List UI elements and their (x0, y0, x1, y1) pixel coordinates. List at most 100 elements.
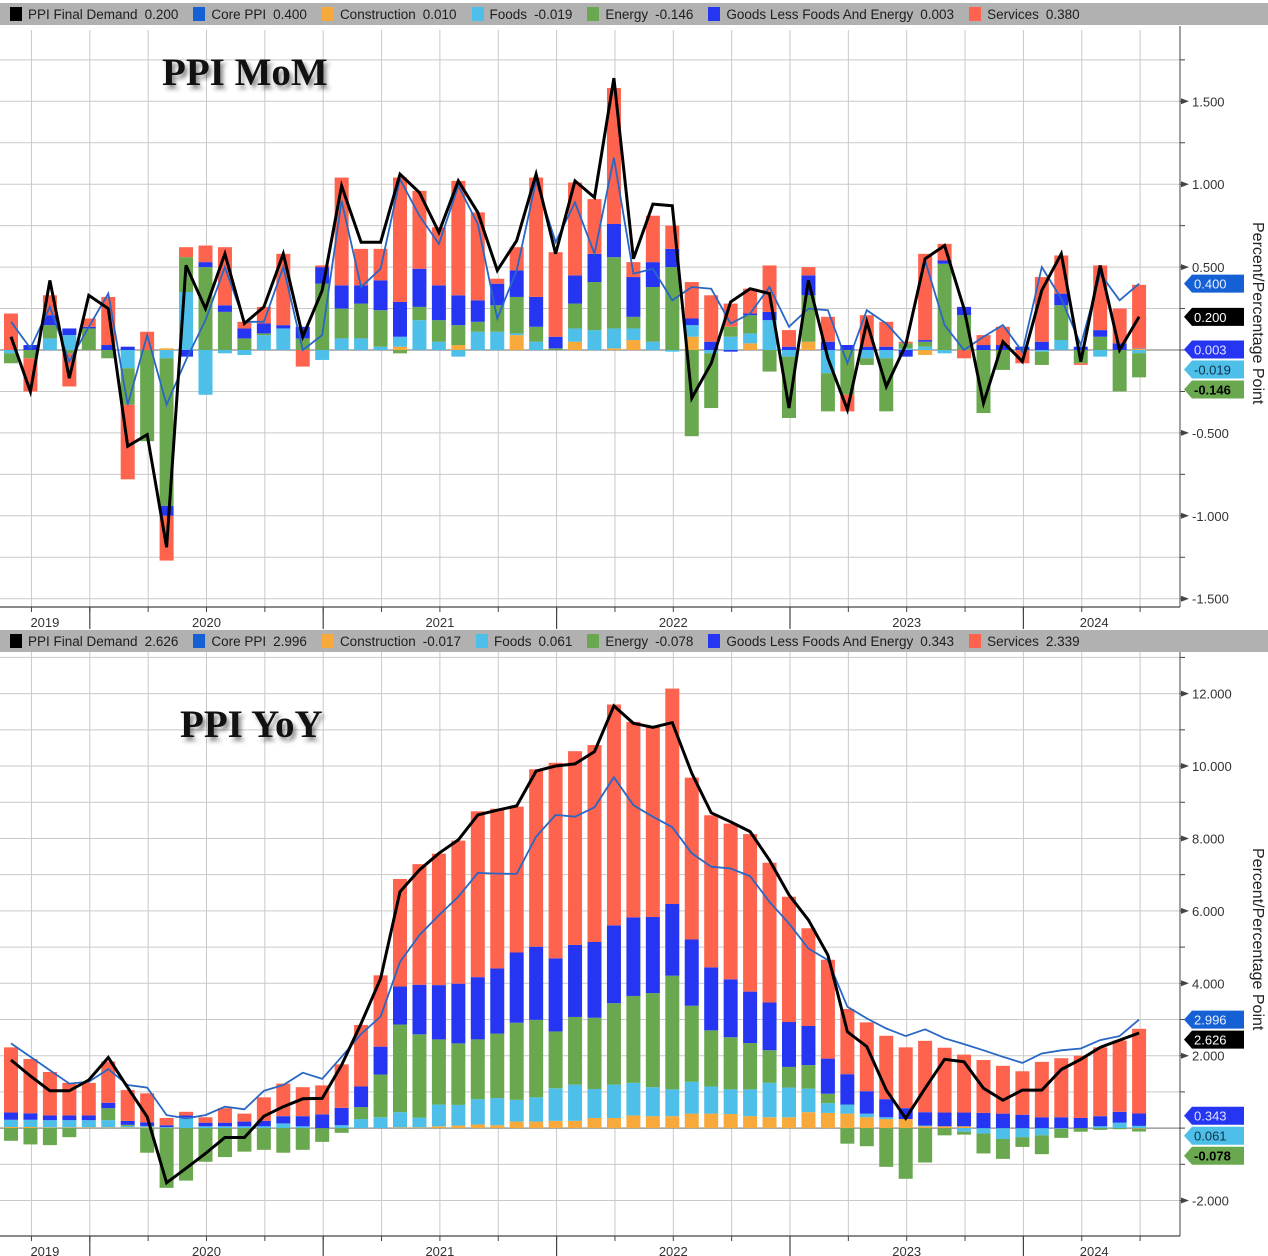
bar-services (120, 1090, 135, 1121)
bar-services (665, 688, 680, 904)
bar-foods (1112, 1122, 1127, 1129)
y-tick-label: 1.500 (1192, 94, 1225, 109)
bar-services (645, 726, 660, 918)
bar-energy (957, 1131, 972, 1135)
bar-construction (820, 1112, 835, 1129)
bar-construction (704, 1113, 719, 1129)
bar-foods (101, 1120, 116, 1128)
bar-energy (217, 311, 232, 351)
bar-goods-less-foods-and-energy (762, 311, 777, 321)
bar-goods-less-foods-and-energy (1093, 330, 1108, 337)
flag-shape (1184, 1146, 1244, 1165)
bar-services (198, 245, 213, 263)
bar-services (1034, 277, 1049, 342)
bar-energy (937, 1128, 952, 1136)
bar-foods (373, 346, 388, 351)
bar-goods-less-foods-and-energy (140, 1122, 155, 1126)
bar-goods-less-foods-and-energy (509, 952, 524, 1023)
bar-foods (120, 350, 135, 369)
line-ppi-final-demand (10, 703, 1140, 1186)
bar-foods (762, 320, 777, 351)
bar-goods-less-foods-and-energy (354, 1086, 369, 1108)
bar-goods-less-foods-and-energy (626, 917, 641, 996)
bar-goods-less-foods-and-energy (1112, 1111, 1127, 1123)
bar-foods (4, 350, 18, 354)
y-tick-label: 6.000 (1192, 904, 1225, 919)
bar-goods-less-foods-and-energy (101, 345, 116, 351)
last-value-flag: 2.996 (1184, 1010, 1244, 1029)
bar-goods-less-foods-and-energy (898, 1108, 913, 1120)
legend-label: PPI Final Demand (28, 633, 138, 649)
y-tick-label: 0.500 (1192, 260, 1225, 275)
bar-foods (918, 1125, 933, 1127)
last-value-flag: 0.061 (1184, 1126, 1244, 1145)
bar-energy (295, 338, 310, 351)
bar-energy (762, 1050, 777, 1083)
bar-services (509, 806, 524, 953)
bar-energy (684, 1005, 699, 1082)
bar-construction (665, 1116, 680, 1129)
bar-energy (1132, 353, 1147, 378)
yoy-chart: 12.000 10.000 8.000 6.000 4.000 2.000 -2.000 20… (0, 648, 1244, 1256)
legend-value: 0.200 (144, 6, 179, 22)
bar-foods (120, 1125, 135, 1128)
bar-services (334, 1064, 349, 1108)
bar-energy (529, 1019, 544, 1098)
bar-energy (1093, 1128, 1108, 1130)
bar-construction (918, 1126, 933, 1129)
bar-construction (859, 1117, 874, 1129)
bar-goods-less-foods-and-energy (393, 301, 407, 337)
bar-goods-less-foods-and-energy (568, 944, 583, 1017)
bar-services (1132, 284, 1147, 348)
bar-services (1132, 1028, 1147, 1114)
bar-foods (645, 1087, 660, 1117)
bar-services (782, 896, 796, 1023)
bar-foods (412, 320, 427, 351)
bar-goods-less-foods-and-energy (976, 1112, 991, 1129)
bar-goods-less-foods-and-energy (684, 318, 699, 326)
bar-goods-less-foods-and-energy (179, 350, 194, 357)
legend-swatch (969, 7, 982, 21)
bar-foods (704, 1086, 719, 1114)
bar-services (626, 721, 641, 918)
bar-goods-less-foods-and-energy (256, 323, 271, 334)
bar-foods (62, 335, 77, 351)
bar-construction (451, 345, 466, 351)
legend-item-foods: Foods -0.019 (471, 7, 572, 22)
bar-goods-less-foods-and-energy (820, 341, 835, 351)
bar-goods-less-foods-and-energy (645, 262, 660, 287)
bar-foods (217, 350, 232, 354)
bar-construction (159, 1127, 174, 1129)
bar-goods-less-foods-and-energy (898, 350, 913, 357)
bar-services (276, 1083, 291, 1117)
bar-construction (120, 1127, 135, 1129)
bar-services (548, 252, 563, 337)
bar-energy (1015, 1137, 1030, 1147)
bar-foods (684, 325, 699, 337)
bar-energy (548, 1031, 563, 1089)
bar-energy (606, 1003, 621, 1085)
bar-construction (1132, 348, 1147, 351)
bar-services (315, 265, 330, 268)
bar-goods-less-foods-and-energy (431, 985, 446, 1040)
bar-foods (1132, 350, 1147, 354)
bar-foods (898, 348, 913, 351)
bar-foods (782, 1087, 796, 1118)
bar-foods (1132, 1125, 1147, 1129)
bar-foods (470, 331, 485, 351)
bar-energy (354, 303, 369, 339)
bar-foods (665, 1089, 680, 1117)
bar-foods (315, 350, 330, 360)
bar-energy (373, 1074, 388, 1118)
legend-value: 0.380 (1045, 6, 1080, 22)
bar-energy (918, 341, 933, 347)
bar-goods-less-foods-and-energy (723, 979, 738, 1038)
legend-item-foods: Foods 0.061 (476, 634, 572, 649)
bar-energy (587, 282, 602, 331)
flag-label: 2.996 (1194, 1013, 1227, 1028)
bar-services (451, 840, 466, 984)
bar-goods-less-foods-and-energy (179, 1115, 194, 1118)
bar-energy (217, 1128, 232, 1158)
bar-goods-less-foods-and-energy (606, 223, 621, 258)
